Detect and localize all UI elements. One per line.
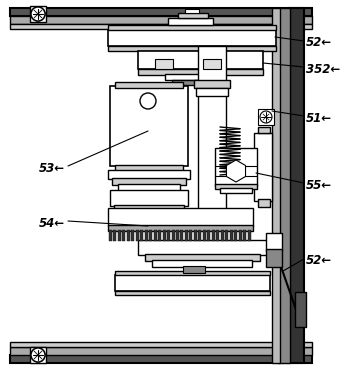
Bar (216, 230, 219, 241)
Bar (165, 74, 220, 80)
Bar (10, 347, 312, 355)
Bar (140, 230, 143, 241)
Bar (248, 230, 250, 241)
Bar (118, 230, 121, 241)
Bar (131, 230, 134, 241)
Bar (108, 30, 276, 46)
Bar (178, 13, 208, 18)
Bar (110, 86, 188, 166)
Bar (138, 240, 268, 255)
Text: 352←: 352← (306, 62, 340, 76)
Bar (278, 8, 290, 363)
Circle shape (260, 111, 272, 123)
Bar (183, 266, 205, 273)
Bar (30, 347, 46, 363)
Bar (238, 230, 242, 241)
Bar (290, 8, 304, 363)
Bar (108, 25, 276, 30)
Bar (145, 254, 260, 261)
Bar (194, 80, 230, 88)
Bar (138, 51, 263, 69)
Text: 52←: 52← (306, 255, 332, 267)
Bar (138, 69, 263, 75)
Bar (234, 230, 237, 241)
Bar (225, 230, 228, 241)
Text: 55←: 55← (306, 178, 332, 191)
Bar (10, 355, 312, 363)
Circle shape (31, 348, 45, 362)
Bar (189, 230, 192, 241)
Bar (168, 18, 213, 25)
Bar (108, 170, 190, 179)
Bar (30, 6, 46, 22)
Bar (158, 230, 161, 241)
Bar (118, 184, 180, 191)
Bar (172, 80, 212, 85)
Circle shape (140, 93, 156, 109)
Bar (115, 165, 183, 171)
Bar (295, 292, 306, 327)
Bar (198, 46, 226, 211)
Bar (152, 260, 252, 267)
Bar (258, 127, 270, 133)
Bar (110, 190, 188, 206)
Bar (163, 230, 166, 241)
Circle shape (31, 348, 45, 362)
Bar (203, 59, 221, 69)
Bar (258, 109, 274, 125)
Bar (115, 82, 183, 88)
Bar (176, 230, 179, 241)
Bar (149, 230, 152, 241)
Bar (185, 230, 188, 241)
Bar (198, 230, 201, 241)
Bar (115, 275, 270, 291)
Bar (115, 291, 270, 295)
Bar (254, 133, 272, 201)
Bar (108, 225, 253, 231)
Bar (272, 8, 280, 363)
Bar (112, 178, 186, 185)
Bar (109, 230, 112, 241)
Bar (207, 230, 210, 241)
Bar (172, 230, 175, 241)
Circle shape (31, 7, 45, 21)
Bar (220, 188, 252, 193)
Bar (10, 24, 312, 29)
Bar (108, 46, 276, 51)
Bar (266, 233, 282, 251)
Bar (258, 199, 270, 207)
Bar (145, 230, 148, 241)
Text: 52←: 52← (306, 36, 332, 49)
Bar (108, 208, 253, 226)
Bar (136, 230, 139, 241)
Bar (185, 9, 199, 13)
Bar (180, 230, 184, 241)
Polygon shape (227, 160, 245, 182)
Bar (167, 230, 170, 241)
Bar (215, 184, 257, 189)
Bar (154, 230, 157, 241)
Circle shape (31, 7, 45, 21)
Bar (212, 230, 215, 241)
Bar (122, 230, 125, 241)
Bar (215, 148, 257, 186)
Bar (114, 230, 117, 241)
Bar (221, 230, 224, 241)
Bar (10, 8, 312, 16)
Text: 51←: 51← (306, 112, 332, 125)
Bar (196, 88, 228, 96)
Bar (127, 230, 130, 241)
Bar (266, 249, 282, 267)
Bar (194, 230, 197, 241)
Bar (243, 230, 246, 241)
Bar (10, 342, 312, 347)
Text: 53←: 53← (39, 161, 65, 174)
Bar (114, 205, 184, 210)
Text: 54←: 54← (39, 217, 65, 230)
Bar (230, 230, 233, 241)
Bar (115, 271, 270, 275)
Bar (155, 59, 173, 69)
Bar (203, 230, 206, 241)
Bar (10, 16, 312, 24)
